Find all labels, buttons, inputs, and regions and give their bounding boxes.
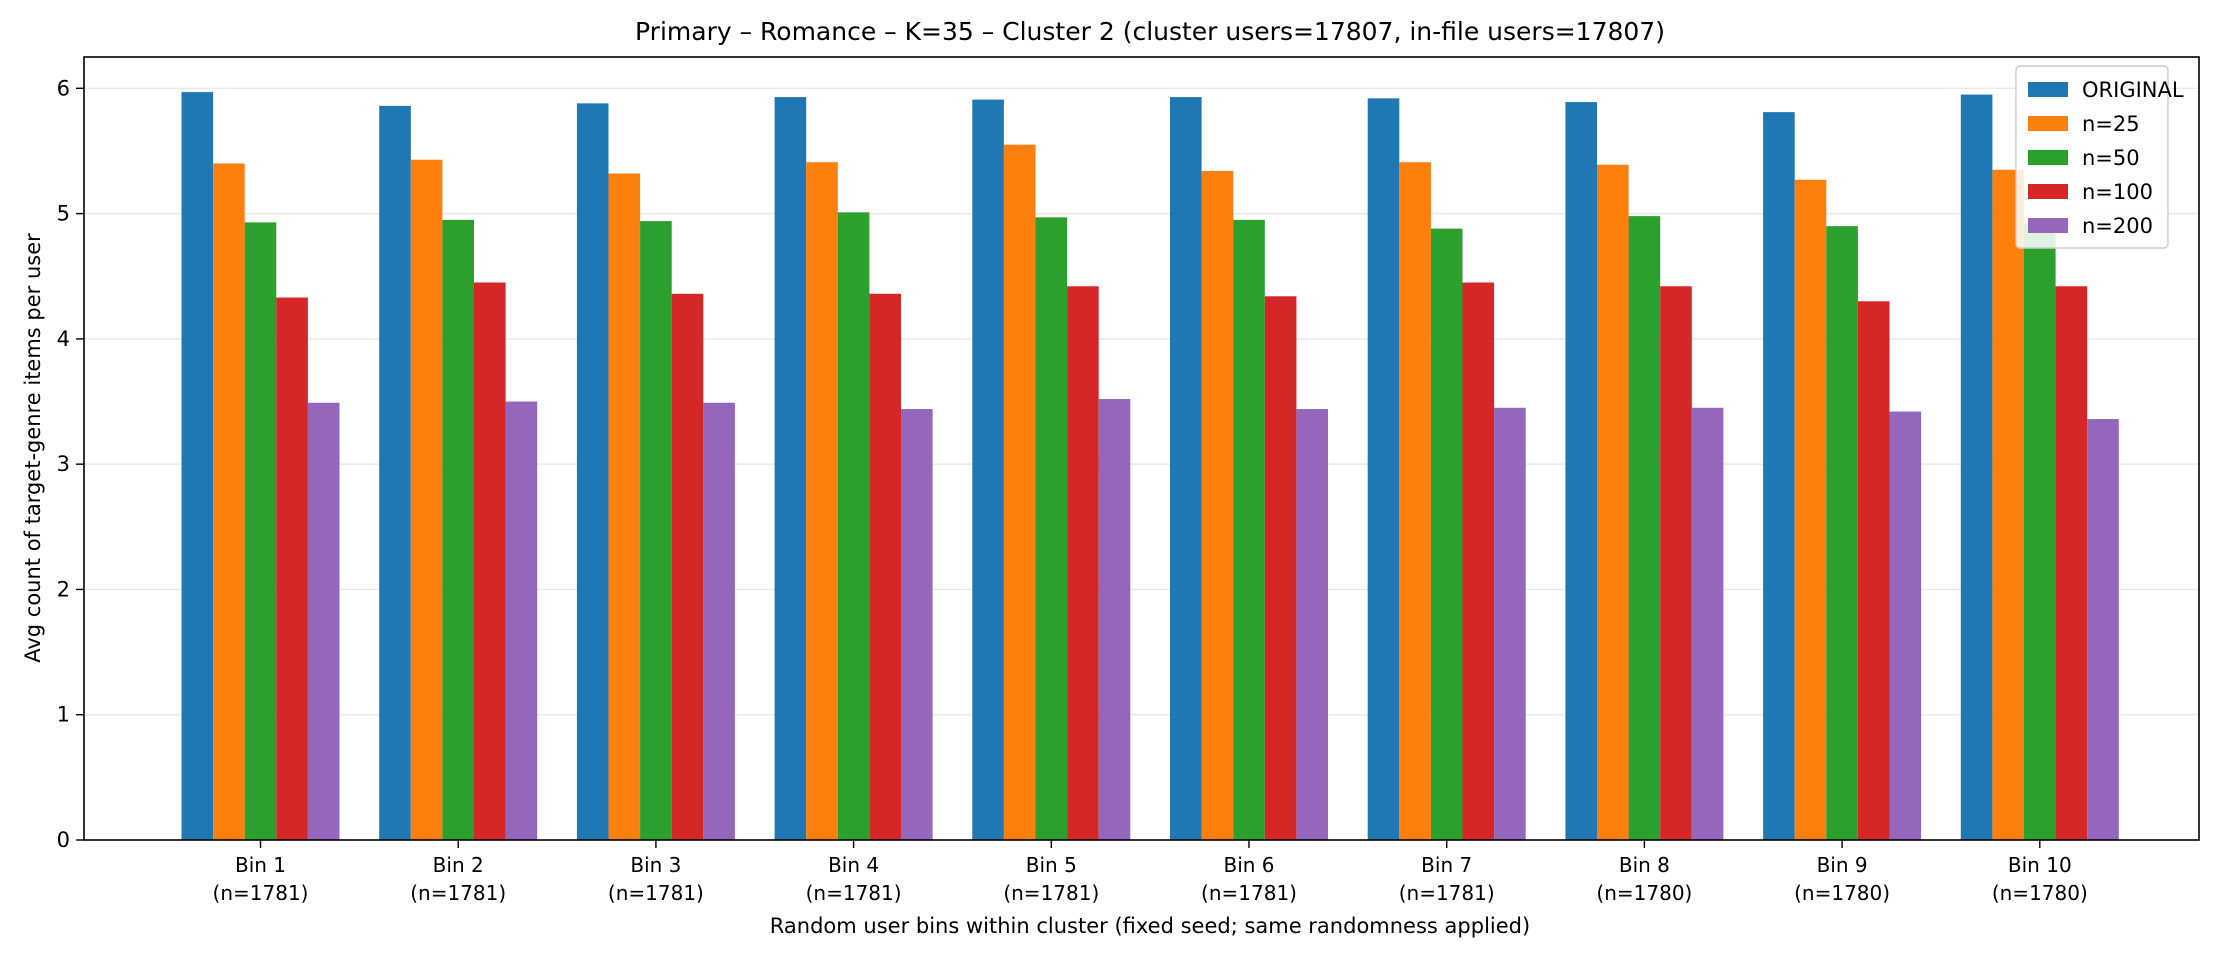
x-tick-label: Bin 2 bbox=[433, 853, 484, 877]
bar: n=100 – Bin 9: 4.3 bbox=[1857, 301, 1890, 840]
x-tick-sublabel: (n=1780) bbox=[1596, 881, 1692, 905]
bar: n=25 – Bin 3: 5.32 bbox=[608, 173, 641, 841]
legend-swatch bbox=[2028, 150, 2068, 165]
legend-label: n=25 bbox=[2082, 112, 2140, 136]
x-axis: Bin 1 (n=1781) Bin 2 (n=1781) Bin 3 (n=1781) B… bbox=[213, 840, 2088, 905]
bar: n=200 – Bin 3: 3.49 bbox=[703, 402, 735, 840]
bar: n=100 – Bin 2: 4.45 bbox=[474, 282, 506, 840]
bar: n=50 – Bin 2: 4.95 bbox=[442, 219, 474, 840]
bar: n=50 – Bin 6: 4.95 bbox=[1233, 219, 1265, 840]
bar: n=200 – Bin 5: 3.52 bbox=[1098, 399, 1131, 840]
bar: n=25 – Bin 7: 5.41 bbox=[1399, 162, 1431, 840]
x-tick-sublabel: (n=1780) bbox=[1992, 881, 2088, 905]
legend-label: n=50 bbox=[2082, 146, 2140, 170]
legend: ORIGINAL n=25 n=50 n=100 n=200 bbox=[2015, 65, 2184, 249]
plot-frame bbox=[83, 56, 2200, 841]
bar: n=25 – Bin 6: 5.34 bbox=[1201, 171, 1234, 840]
bar: n=200 – Bin 9: 3.42 bbox=[1889, 411, 1922, 840]
bar: ORIGINAL – Bin 5: 5.91 bbox=[972, 99, 1004, 840]
y-tick-label: 5 bbox=[57, 202, 70, 226]
legend-swatch bbox=[2028, 82, 2068, 97]
bar: n=50 – Bin 7: 4.88 bbox=[1430, 228, 1463, 840]
x-tick-label: Bin 3 bbox=[630, 853, 681, 877]
legend-box bbox=[2015, 65, 2169, 249]
legend-label: ORIGINAL bbox=[2082, 78, 2184, 102]
bar: ORIGINAL – Bin 3: 5.88 bbox=[576, 103, 609, 841]
legend-swatch bbox=[2028, 184, 2068, 199]
x-tick-sublabel: (n=1781) bbox=[1399, 881, 1495, 905]
y-tick-label: 4 bbox=[57, 327, 70, 351]
bar: n=50 – Bin 4: 5.01 bbox=[837, 212, 870, 841]
bar: n=200 – Bin 8: 3.45 bbox=[1691, 407, 1724, 840]
legend-label: n=100 bbox=[2082, 180, 2153, 204]
legend-label: n=200 bbox=[2082, 214, 2153, 238]
y-tick-label: 2 bbox=[57, 577, 70, 601]
bars: ORIGINAL – Bin 1: 5.97n=25 – Bin 1: 5.4n… bbox=[181, 92, 2119, 841]
x-tick-label: Bin 4 bbox=[828, 853, 879, 877]
bar: n=100 – Bin 8: 4.42 bbox=[1660, 286, 1692, 840]
y-tick-label: 0 bbox=[57, 828, 70, 852]
bar: ORIGINAL – Bin 9: 5.81 bbox=[1763, 112, 1795, 841]
bar: n=50 – Bin 1: 4.93 bbox=[244, 222, 277, 840]
x-tick-label: Bin 10 bbox=[2008, 853, 2072, 877]
y-tick-label: 6 bbox=[57, 76, 70, 100]
y-axis-label: Avg count of target-genre items per user bbox=[21, 233, 45, 663]
bar: n=200 – Bin 6: 3.44 bbox=[1296, 409, 1328, 840]
y-axis: 0 1 2 3 4 5 6 bbox=[57, 76, 84, 852]
bar: ORIGINAL – Bin 2: 5.86 bbox=[379, 105, 411, 841]
x-tick-sublabel: (n=1781) bbox=[213, 881, 309, 905]
bar: n=200 – Bin 1: 3.49 bbox=[307, 402, 340, 840]
bar: ORIGINAL – Bin 1: 5.97 bbox=[181, 92, 214, 841]
legend-swatch bbox=[2028, 218, 2068, 233]
bar: n=200 – Bin 2: 3.5 bbox=[505, 401, 538, 840]
x-tick-label: Bin 6 bbox=[1223, 853, 1274, 877]
bar: n=100 – Bin 5: 4.42 bbox=[1067, 286, 1099, 840]
x-tick-sublabel: (n=1781) bbox=[1201, 881, 1297, 905]
bar: n=25 – Bin 5: 5.55 bbox=[1003, 144, 1036, 841]
x-tick-label: Bin 9 bbox=[1817, 853, 1868, 877]
y-tick-label: 1 bbox=[57, 703, 70, 727]
bar: n=25 – Bin 10: 5.35 bbox=[1992, 169, 2024, 840]
bar: ORIGINAL – Bin 6: 5.93 bbox=[1170, 97, 1202, 840]
x-tick-label: Bin 7 bbox=[1421, 853, 1472, 877]
bar: ORIGINAL – Bin 10: 5.95 bbox=[1960, 94, 1993, 841]
x-tick-label: Bin 5 bbox=[1026, 853, 1077, 877]
bar: n=25 – Bin 4: 5.41 bbox=[806, 162, 838, 840]
bar: n=25 – Bin 2: 5.43 bbox=[410, 159, 443, 840]
x-tick-label: Bin 1 bbox=[235, 853, 286, 877]
x-tick-sublabel: (n=1781) bbox=[806, 881, 902, 905]
bar: n=100 – Bin 4: 4.36 bbox=[869, 293, 901, 841]
x-tick-sublabel: (n=1780) bbox=[1794, 881, 1890, 905]
bar: ORIGINAL – Bin 7: 5.92 bbox=[1367, 98, 1400, 840]
bar: n=100 – Bin 7: 4.45 bbox=[1462, 282, 1495, 840]
x-tick-sublabel: (n=1781) bbox=[1003, 881, 1099, 905]
bar: n=100 – Bin 6: 4.34 bbox=[1264, 296, 1297, 840]
legend-swatch bbox=[2028, 116, 2068, 131]
x-tick-label: Bin 8 bbox=[1619, 853, 1670, 877]
bar: n=50 – Bin 3: 4.94 bbox=[640, 221, 672, 840]
bar: ORIGINAL – Bin 4: 5.93 bbox=[774, 97, 807, 840]
chart-title: Primary – Romance – K=35 – Cluster 2 (cl… bbox=[635, 17, 1665, 46]
bar: n=200 – Bin 4: 3.44 bbox=[901, 409, 933, 840]
bar: n=25 – Bin 9: 5.27 bbox=[1794, 179, 1827, 840]
y-tick-label: 3 bbox=[57, 452, 70, 476]
bar: n=25 – Bin 1: 5.4 bbox=[213, 163, 245, 840]
x-tick-sublabel: (n=1781) bbox=[410, 881, 506, 905]
x-axis-label: Random user bins within cluster (fixed s… bbox=[770, 914, 1530, 938]
bar: n=100 – Bin 3: 4.36 bbox=[671, 293, 704, 841]
bar: n=200 – Bin 7: 3.45 bbox=[1494, 407, 1526, 840]
bar: n=200 – Bin 10: 3.36 bbox=[2087, 419, 2119, 840]
bar: n=100 – Bin 1: 4.33 bbox=[276, 297, 308, 840]
bar: n=50 – Bin 10: 4.92 bbox=[2024, 223, 2056, 840]
bar: n=50 – Bin 5: 4.97 bbox=[1035, 217, 1068, 840]
bar: n=50 – Bin 9: 4.9 bbox=[1826, 226, 1858, 841]
bar: ORIGINAL – Bin 8: 5.89 bbox=[1565, 102, 1597, 840]
x-tick-sublabel: (n=1781) bbox=[608, 881, 704, 905]
bar: n=25 – Bin 8: 5.39 bbox=[1597, 164, 1629, 841]
bar: n=100 – Bin 10: 4.42 bbox=[2055, 286, 2088, 840]
bar: n=50 – Bin 8: 4.98 bbox=[1628, 216, 1661, 841]
